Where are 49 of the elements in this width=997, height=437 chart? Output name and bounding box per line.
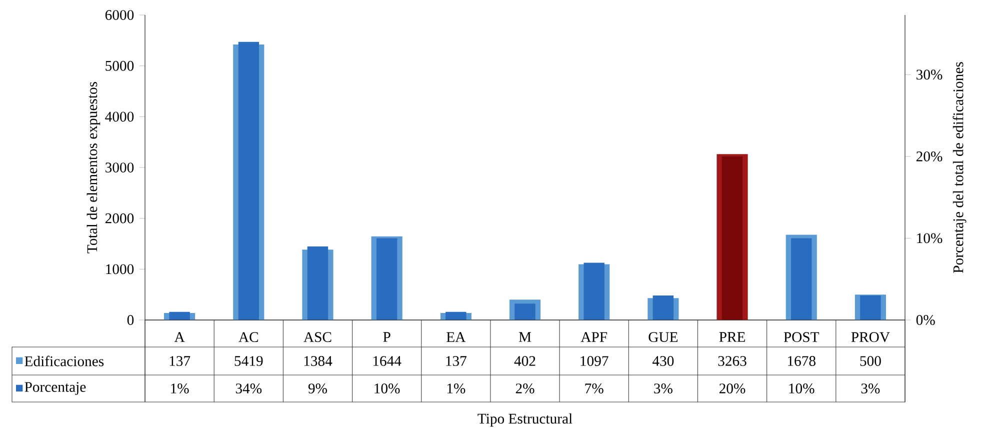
data-label: 1% [447, 384, 466, 394]
y-tick-label: 1000 [106, 264, 134, 274]
x-tick-label: PRE [719, 332, 745, 342]
data-label: 1% [171, 384, 189, 394]
legend-label: Porcentaje [24, 382, 86, 395]
y2-tick-label: 20% [916, 151, 942, 162]
data-label: 137 [170, 356, 190, 366]
y2-tick-label: 0% [916, 315, 935, 325]
data-label: 137 [446, 356, 466, 366]
data-label: 10% [789, 384, 814, 394]
data-label: 402 [514, 356, 536, 366]
y2-tick-label: 10% [917, 233, 942, 244]
data-label: 3263 [718, 356, 746, 366]
data-label: 5419 [234, 356, 263, 366]
y-tick-label: 5000 [106, 60, 134, 71]
data-label: 9% [308, 384, 328, 394]
y-axis-title: Total de elementos expuestos [86, 82, 100, 254]
y2-axis-title: Porcentaje del total de edificaciones [952, 62, 966, 273]
x-tick-label: P [383, 332, 390, 342]
y-tick-label: 2000 [105, 213, 134, 224]
x-tick-label: APF [580, 332, 608, 342]
x-tick-label: AC [238, 332, 258, 342]
data-label: 430 [652, 356, 674, 366]
y-tick-label: 6000 [105, 10, 134, 20]
data-label: 7% [585, 384, 604, 394]
y-tick-label: 0 [127, 315, 134, 325]
x-tick-label: GUE [648, 332, 678, 342]
x-tick-label: PROV [851, 332, 890, 342]
data-label: 3% [654, 384, 672, 394]
data-label: 1384 [304, 356, 332, 366]
data-label: 34% [236, 384, 262, 394]
x-tick-label: EA [446, 332, 466, 342]
x-tick-label: ASC [304, 332, 332, 342]
data-label: 20% [719, 384, 746, 394]
x-axis-title: Tipo Estructural [478, 413, 572, 427]
y-tick-label: 4000 [105, 112, 134, 122]
x-tick-label: A [174, 332, 185, 342]
data-label: 500 [860, 356, 881, 366]
data-label: 10% [374, 384, 400, 394]
legend-label: Edificaciones [24, 356, 104, 366]
x-tick-label: M [518, 332, 532, 342]
data-label: 1678 [788, 356, 816, 366]
data-label: 3% [861, 384, 880, 394]
data-label: 1097 [580, 356, 608, 366]
data-label: 2% [516, 384, 534, 394]
data-label: 1644 [373, 356, 402, 366]
y-tick-label: 3000 [106, 162, 134, 172]
y2-tick-label: 30% [916, 70, 942, 80]
x-tick-label: POST [784, 332, 820, 342]
